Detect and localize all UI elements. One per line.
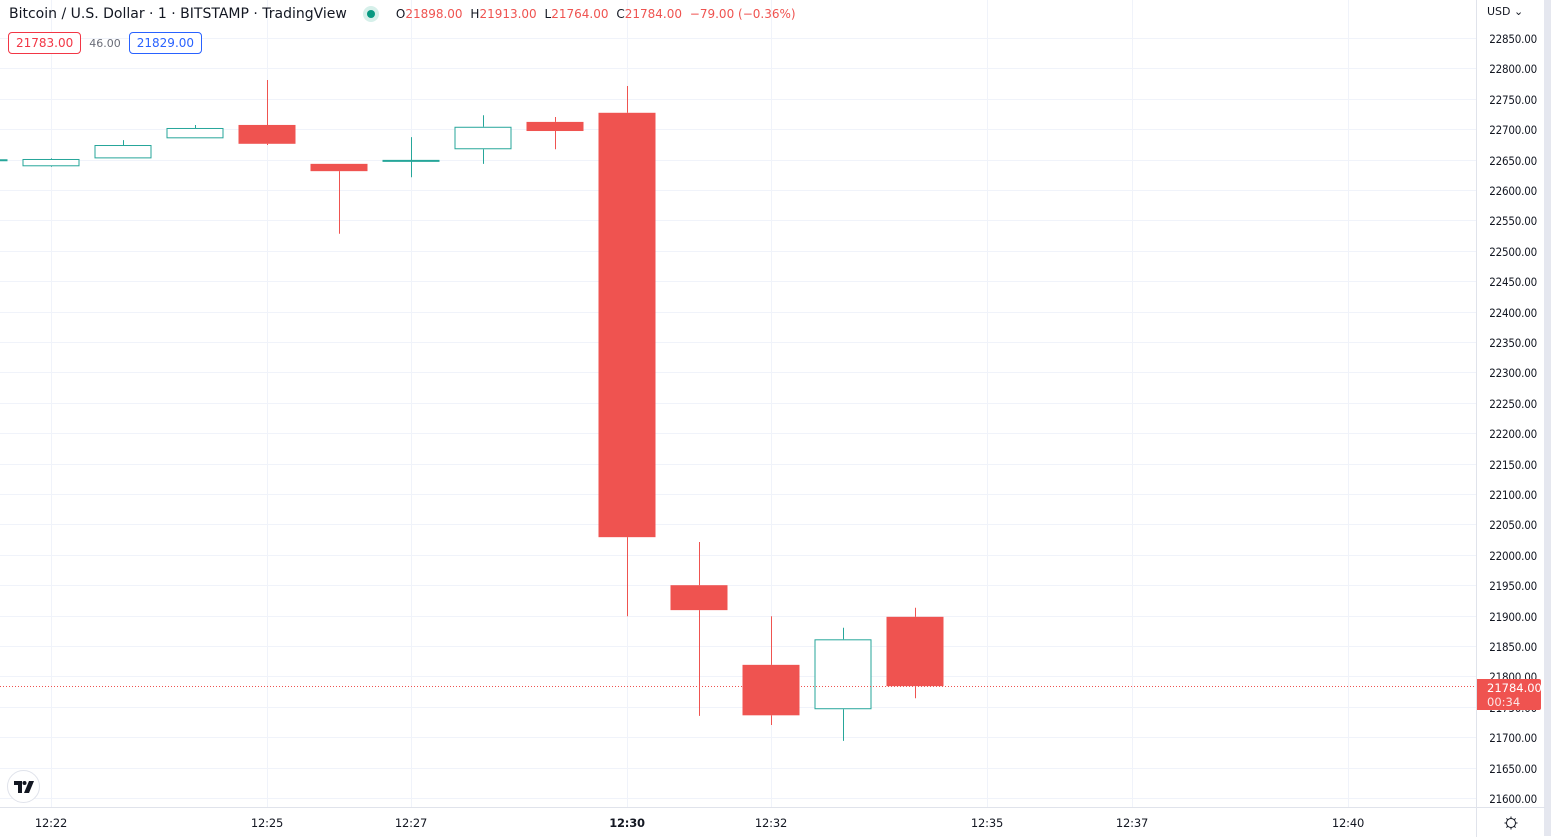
high-label: H [470,7,480,21]
price-tick: 22100.00 [1489,487,1537,502]
grid-lines [0,0,1476,807]
price-tick: 22850.00 [1489,31,1537,46]
candle [310,163,368,234]
low-label: L [544,7,552,21]
sell-bid-button[interactable]: 21783.00 [8,32,82,54]
price-tick: 21600.00 [1489,791,1537,806]
open-label: O [395,7,406,21]
time-tick: 12:30 [609,816,645,830]
time-tick: 12:40 [1331,816,1365,830]
price-tick: 21950.00 [1489,578,1537,593]
price-tick: 22200.00 [1489,426,1537,441]
candle [454,115,512,164]
price-tick: 22050.00 [1489,517,1537,532]
candle [166,124,224,139]
candle [0,159,8,162]
price-axis[interactable]: USD ⌄ 22850.00 22800.00 22750.00 22700.00 22… [1476,0,1545,807]
close-value: 21784.00 [624,7,682,21]
price-tick: 22150.00 [1489,457,1537,472]
chevron-down-icon: ⌄ [1514,5,1524,18]
price-tick: 22000.00 [1489,548,1537,563]
change-value: −79.00 (−0.36%) [689,7,796,21]
right-scroll-strip [1544,0,1551,836]
bar-countdown: 00:34 [1487,694,1521,709]
price-tick: 21900.00 [1489,609,1537,624]
chart-legend: Bitcoin / U.S. Dollar · 1 · BITSTAMP · T… [9,6,800,22]
spread-value: 46.00 [89,36,121,50]
candle [814,627,872,741]
open-value: 21898.00 [405,7,463,21]
time-tick: 12:22 [34,816,68,830]
price-tick: 22500.00 [1489,244,1537,259]
price-tick: 22600.00 [1489,183,1537,198]
time-tick: 12:25 [250,816,284,830]
price-tick: 22550.00 [1489,213,1537,228]
price-tick: 21650.00 [1489,761,1537,776]
gear-icon [1504,816,1518,829]
time-axis[interactable]: 12:22 12:25 12:27 12:30 12:32 12:35 12:37 12:40 [0,807,1476,837]
price-tick: 22300.00 [1489,365,1537,380]
tradingview-logo[interactable] [7,770,40,803]
last-price-label: 21784.00 00:34 [1477,678,1542,710]
candle [670,542,728,716]
candle [238,79,296,146]
last-price-value: 21784.00 [1487,680,1542,695]
candle [526,117,584,150]
time-tick: 12:32 [754,816,788,830]
currency-label: USD [1487,5,1511,18]
price-tick: 22250.00 [1489,396,1537,411]
price-tick: 22800.00 [1489,61,1537,76]
bid-ask-panel: 21783.00 46.00 21829.00 [8,32,203,54]
tradingview-logo-icon [13,780,34,793]
price-tick: 21850.00 [1489,639,1537,654]
candle [22,158,80,167]
chart-pane[interactable]: Bitcoin / U.S. Dollar · 1 · BITSTAMP · T… [0,0,1476,807]
close-label: C [616,7,625,21]
ohlc-values: O21898.00 H21913.00 L21764.00 C21784.00 … [396,7,800,21]
candle [742,616,800,726]
candle [382,137,440,178]
price-tick: 22750.00 [1489,92,1537,107]
candlestick-chart[interactable] [0,0,1476,807]
market-open-status-icon[interactable] [362,6,379,22]
chart-settings-button[interactable] [1476,807,1545,837]
price-tick: 22650.00 [1489,153,1537,168]
price-tick: 22350.00 [1489,335,1537,350]
price-tick: 22700.00 [1489,122,1537,137]
buy-ask-button[interactable]: 21829.00 [128,32,203,54]
price-tick: 22400.00 [1489,305,1537,320]
price-tick: 21700.00 [1489,730,1537,745]
time-tick: 12:35 [970,816,1004,830]
symbol-title[interactable]: Bitcoin / U.S. Dollar · 1 · BITSTAMP · T… [9,6,347,22]
candles [0,79,944,741]
candle [886,607,944,699]
time-tick: 12:27 [394,816,428,830]
price-tick: 22450.00 [1489,274,1537,289]
candle [598,86,656,617]
high-value: 21913.00 [479,7,537,21]
currency-selector[interactable]: USD ⌄ [1487,5,1523,18]
low-value: 21764.00 [551,7,609,21]
time-tick: 12:37 [1115,816,1149,830]
candle [94,140,152,159]
